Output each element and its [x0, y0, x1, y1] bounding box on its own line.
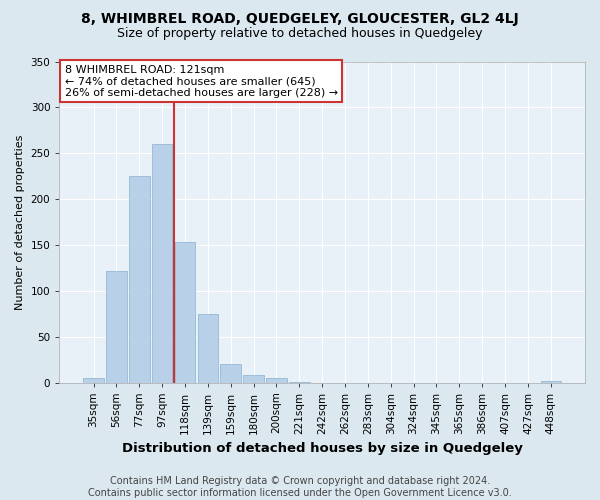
- Text: Contains HM Land Registry data © Crown copyright and database right 2024.
Contai: Contains HM Land Registry data © Crown c…: [88, 476, 512, 498]
- Bar: [266, 378, 287, 382]
- Text: Size of property relative to detached houses in Quedgeley: Size of property relative to detached ho…: [117, 28, 483, 40]
- X-axis label: Distribution of detached houses by size in Quedgeley: Distribution of detached houses by size …: [122, 442, 523, 455]
- Bar: [106, 270, 127, 382]
- Bar: [83, 378, 104, 382]
- Text: 8, WHIMBREL ROAD, QUEDGELEY, GLOUCESTER, GL2 4LJ: 8, WHIMBREL ROAD, QUEDGELEY, GLOUCESTER,…: [81, 12, 519, 26]
- Text: 8 WHIMBREL ROAD: 121sqm
← 74% of detached houses are smaller (645)
26% of semi-d: 8 WHIMBREL ROAD: 121sqm ← 74% of detache…: [65, 64, 338, 98]
- Bar: [129, 176, 149, 382]
- Bar: [243, 375, 264, 382]
- Bar: [152, 144, 172, 382]
- Bar: [175, 242, 195, 382]
- Bar: [541, 380, 561, 382]
- Bar: [197, 314, 218, 382]
- Y-axis label: Number of detached properties: Number of detached properties: [15, 134, 25, 310]
- Bar: [220, 364, 241, 382]
